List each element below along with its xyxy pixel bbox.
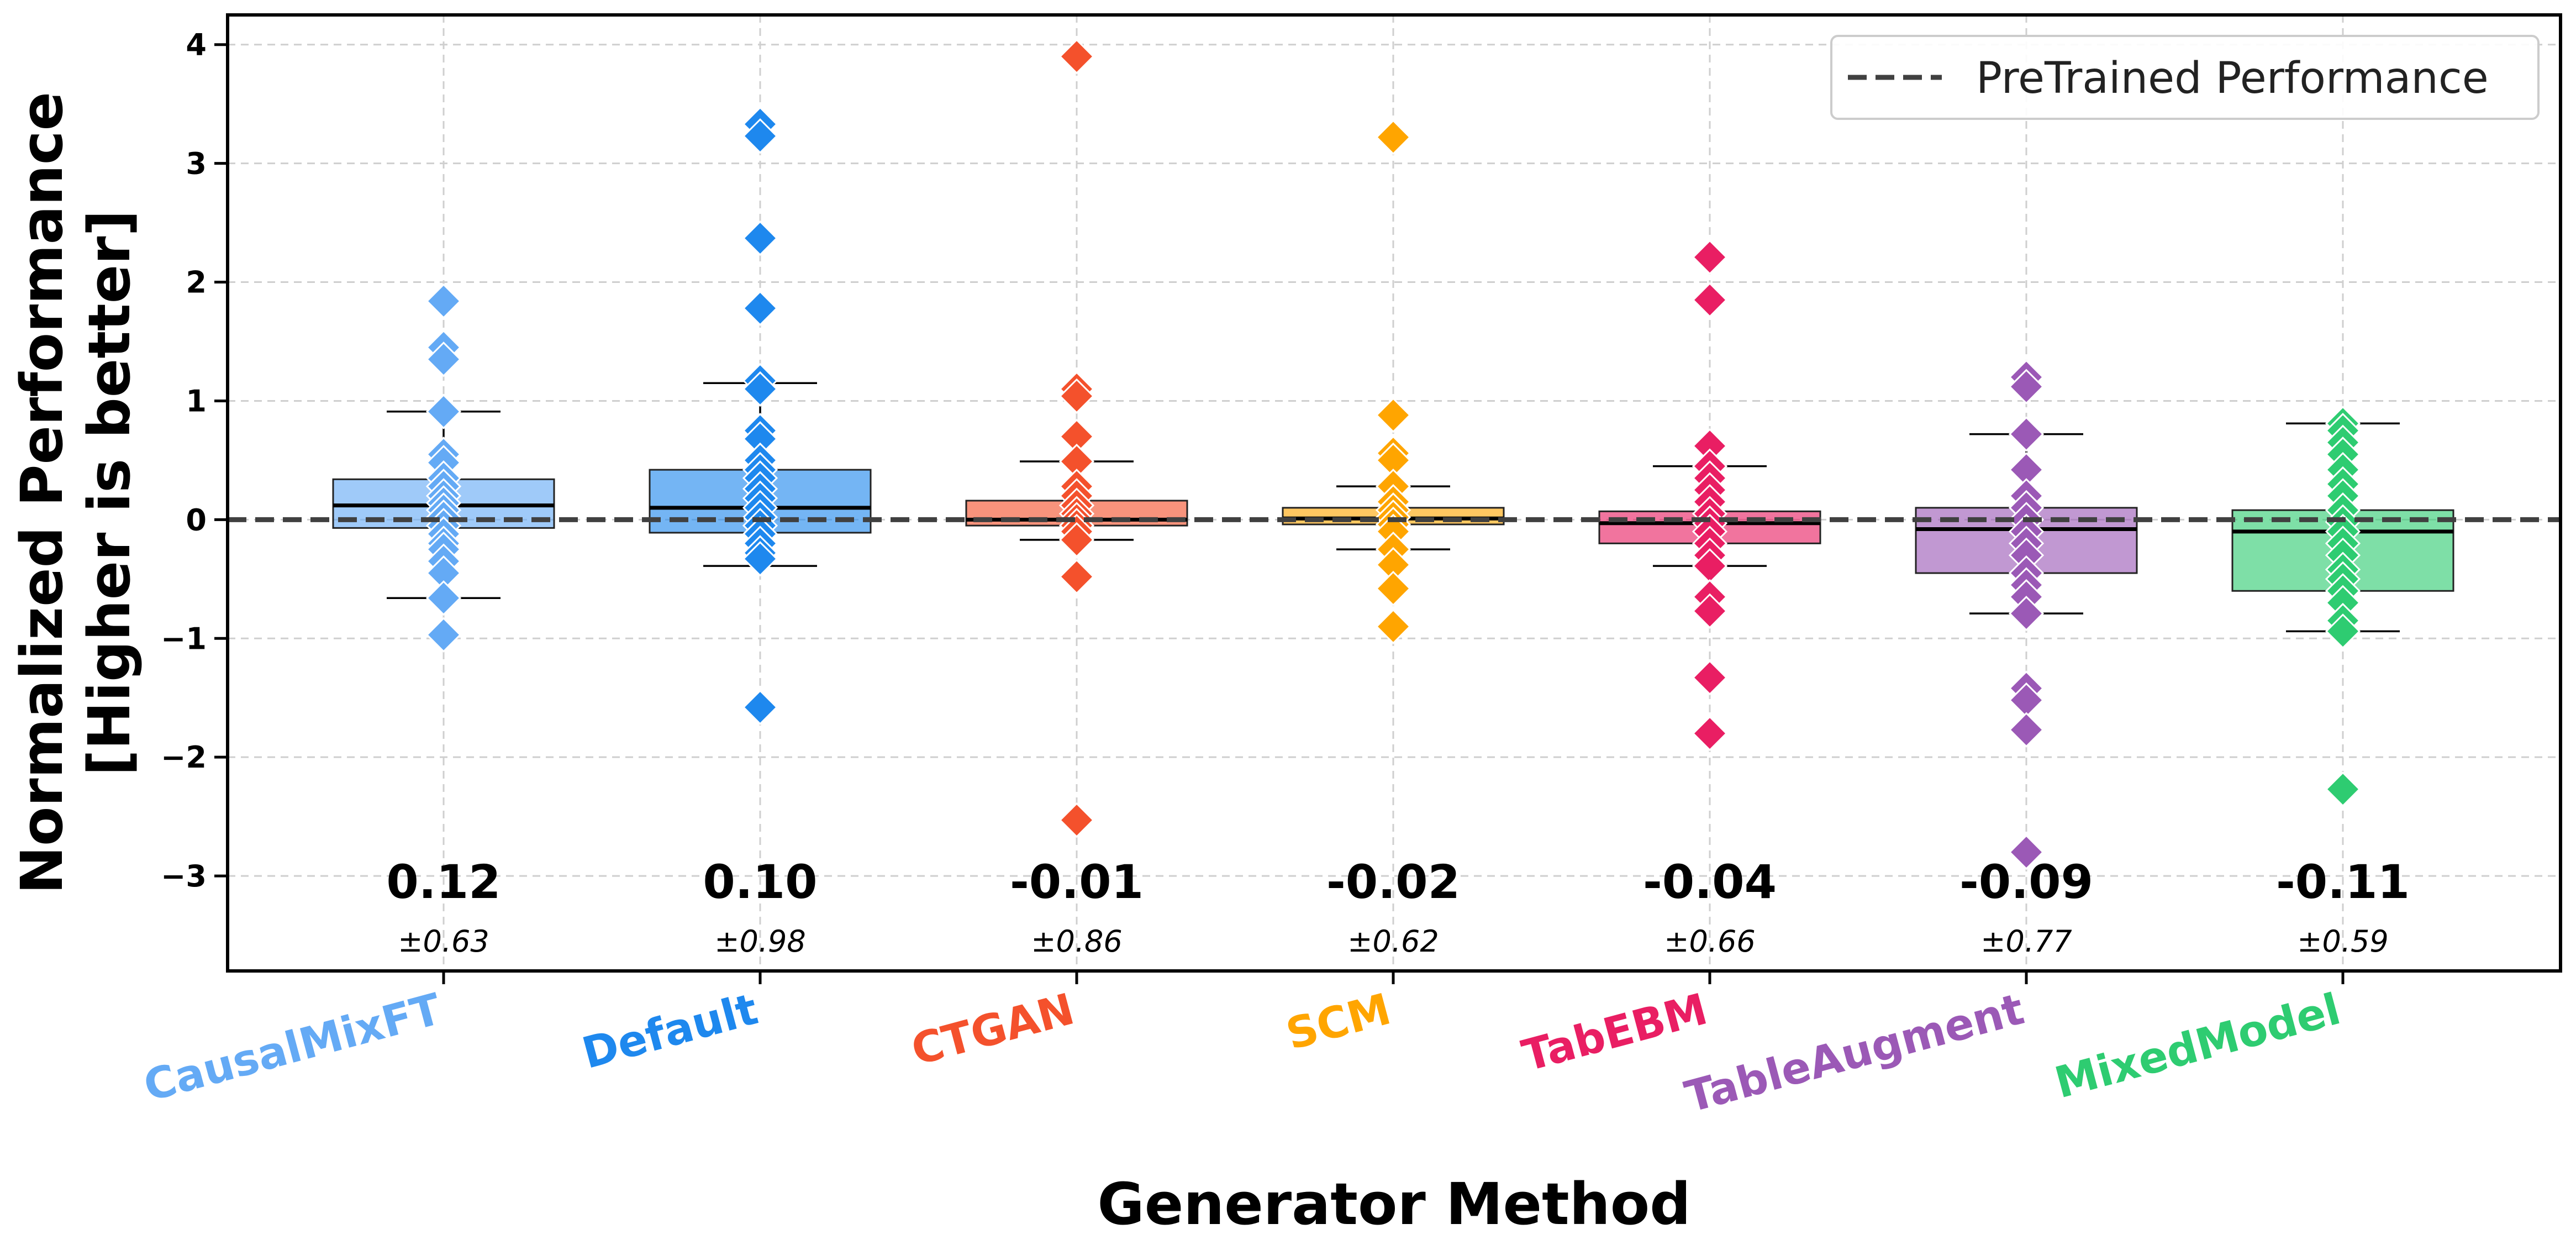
- point-ctgan: [1058, 378, 1095, 414]
- point-ctgan: [1058, 802, 1095, 838]
- point-scm: [1375, 570, 1411, 607]
- point-tabebm: [1692, 282, 1728, 318]
- mean-label-causalmixft: 0.12: [386, 855, 501, 909]
- point-tableaugment: [2008, 416, 2045, 452]
- mean-label-ctgan: -0.01: [1010, 855, 1144, 909]
- point-mixedmodel: [2325, 613, 2361, 649]
- std-label-default: ±0.98: [714, 924, 805, 959]
- std-label-scm: ±0.62: [1347, 924, 1439, 959]
- y-tick-label: −2: [161, 740, 207, 775]
- point-scm: [1375, 119, 1411, 155]
- point-causalmixft: [425, 283, 462, 319]
- mean-label-default: 0.10: [703, 855, 817, 909]
- y-tick-label: −3: [161, 859, 207, 894]
- legend-label: PreTrained Performance: [1976, 54, 2489, 103]
- point-default: [742, 118, 778, 154]
- mean-label-tabebm: -0.04: [1643, 855, 1777, 909]
- y-axis-label: Normalized Performance [Higher is better…: [8, 92, 143, 894]
- y-tick-label: 1: [186, 384, 207, 418]
- y-tick-label: 4: [186, 28, 207, 62]
- point-scm: [1375, 608, 1411, 644]
- legend-box: [1830, 35, 2540, 120]
- point-causalmixft: [425, 393, 462, 429]
- point-tableaugment: [2008, 712, 2045, 748]
- point-tabebm: [1692, 593, 1728, 629]
- point-tabebm: [1692, 660, 1728, 696]
- mean-label-scm: -0.02: [1326, 855, 1460, 909]
- point-ctgan: [1058, 559, 1095, 595]
- point-causalmixft: [425, 342, 462, 377]
- point-ctgan: [1058, 39, 1095, 75]
- y-tick-label: 0: [186, 502, 207, 537]
- point-default: [742, 689, 778, 726]
- point-tableaugment: [2008, 369, 2045, 405]
- std-label-mixedmodel: ±0.59: [2297, 924, 2388, 959]
- point-ctgan: [1058, 522, 1095, 558]
- point-mixedmodel: [2325, 771, 2361, 807]
- point-default: [742, 220, 778, 256]
- point-tabebm: [1692, 239, 1728, 275]
- point-causalmixft: [425, 580, 462, 616]
- y-axis-ticks: −3 −2 −1 0 1 2 3 4: [161, 28, 228, 894]
- point-tabebm: [1692, 716, 1728, 752]
- y-axis-label-line-2: [Higher is better]: [76, 210, 143, 776]
- point-default: [742, 290, 778, 326]
- std-label-tableaugment: ±0.77: [1980, 924, 2072, 959]
- point-scm: [1375, 397, 1411, 433]
- point-tableaugment: [2008, 596, 2045, 632]
- y-axis-label-line-1: Normalized Performance: [8, 92, 76, 894]
- y-tick-label: −1: [161, 621, 207, 656]
- y-tick-label: 2: [186, 265, 207, 300]
- mean-std-labels: 0.12 ±0.63 0.10 ±0.98 -0.01 ±0.86 -0.02 ±0.62 -0…: [386, 855, 2410, 959]
- x-axis-label: Generator Method: [1097, 1170, 1690, 1238]
- mean-label-mixedmodel: -0.11: [2276, 855, 2410, 909]
- std-label-tabebm: ±0.66: [1664, 924, 1755, 959]
- mean-label-tableaugment: -0.09: [1959, 855, 2093, 909]
- point-layer: [425, 39, 2361, 870]
- point-default: [742, 541, 778, 577]
- point-tableaugment: [2008, 834, 2045, 870]
- std-label-ctgan: ±0.86: [1031, 924, 1122, 959]
- std-label-causalmixft: ±0.63: [398, 924, 489, 959]
- legend: PreTrained Performance: [1830, 35, 2540, 120]
- point-default: [742, 371, 778, 407]
- y-tick-label: 3: [186, 146, 207, 181]
- point-causalmixft: [425, 617, 462, 653]
